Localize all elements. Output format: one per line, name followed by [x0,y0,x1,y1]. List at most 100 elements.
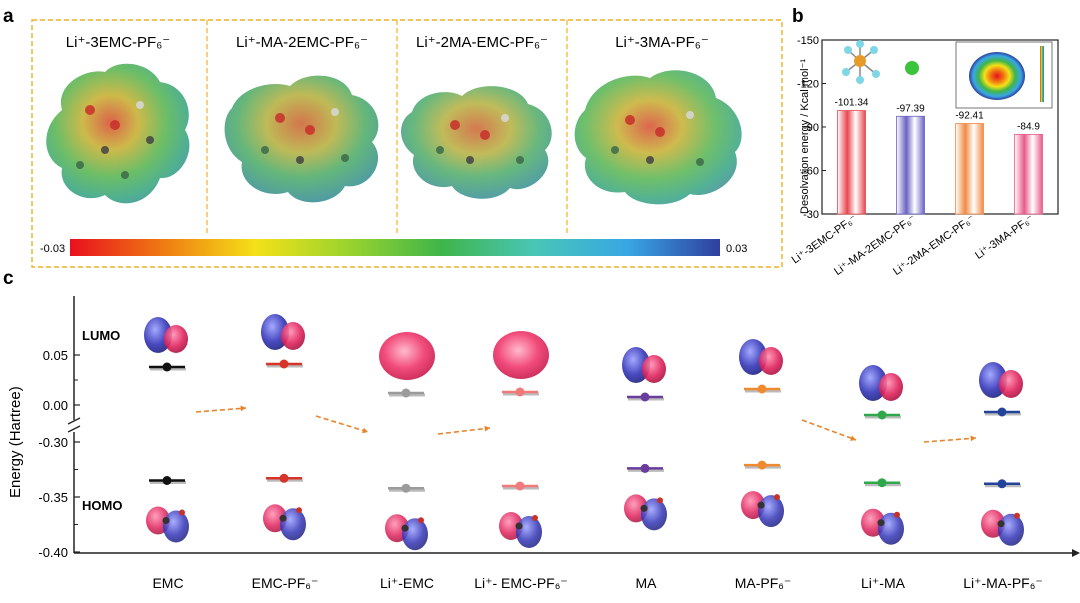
atom-decor [657,497,663,504]
b-bar-value-label: -101.34 [835,98,869,109]
structure-title-1: Li⁺-3EMC-PF₆⁻ [66,34,170,51]
homo-orbital-lobe [998,513,1024,546]
b-bar [896,115,925,215]
transition-arrow-head [484,425,490,432]
b-bar-value-label: -92.41 [955,111,984,122]
b-ytick-label: -90 [803,122,819,134]
lumo-point [515,387,525,397]
homo-orbital-lobe [758,495,784,528]
b-bar [1014,133,1043,215]
b-category-label: Li⁺-3MA-PF₆⁻ [973,213,1036,262]
panel-a-label: a [3,6,14,27]
c-category-label: MA [636,575,658,591]
homo-point [640,463,650,473]
lumo-point [997,407,1007,417]
transition-arrow [801,419,857,441]
b-ytick-label: -120 [797,79,819,91]
c-category-label: Li⁺- EMC-PF₆⁻ [474,575,568,591]
c-arrows [195,405,977,443]
lumo-point [757,384,767,394]
c-ytick-label: -0.35 [38,490,68,505]
c-levels [149,359,1021,493]
transition-arrow [195,407,247,413]
b-ytick-label: -30 [803,209,819,221]
transition-arrow-head [850,435,856,441]
lumo-point [162,362,172,372]
b-xlabels: Li⁺-3EMC-PF₆⁻Li⁺-MA-2EMC-PF₆⁻Li⁺-2MA-EMC… [790,213,1037,278]
atom-decor [640,504,648,512]
esp-surface-1 [46,63,190,204]
c-ytick-label: -0.40 [38,545,68,560]
b-ytick-label: -150 [797,35,819,47]
lumo-orbital-lobe [999,370,1023,398]
pf6-molecule-icon [842,40,880,84]
c-ylabel: Energy (Hartree) [7,386,24,498]
atom-decor [515,522,523,530]
atoms-decor [76,101,704,179]
contour-inset [955,41,1053,109]
b-bar-value-label: -84.9 [1017,121,1040,132]
colorbar-min-label: -0.03 [40,243,65,255]
c-ytick-label: 0.05 [43,348,68,363]
c-orbitals [144,314,1024,551]
panel-c-label: c [3,268,14,289]
b-ylabel: Desolvation energy / Kcal mol⁻¹ [799,59,811,214]
transition-arrow [315,415,369,433]
homo-label: HOMO [82,498,122,513]
c-category-label: Li⁺-MA-PF₆⁻ [963,575,1043,591]
transition-arrow-head [362,427,368,434]
lumo-point [877,410,887,420]
homo-orbital-lobe [280,508,306,541]
homo-point [757,460,767,470]
b-bar [837,110,866,215]
transition-arrow [923,437,977,443]
atom-decor [532,515,538,521]
atom-decor [774,494,780,501]
atom-decor [401,524,409,532]
homo-orbital-lobe [516,516,542,548]
homo-orbital-lobe [402,518,428,551]
structure-title-2: Li⁺-MA-2EMC-PF₆⁻ [236,34,368,51]
atom-decor [757,501,765,509]
c-category-label: Li⁺-MA [861,575,906,591]
atom-decor [418,517,424,524]
c-category-label: EMC-PF₆⁻ [252,575,319,591]
lumo-orbital-lobe [379,332,435,380]
homo-orbital-lobe [163,510,189,543]
lumo-orbital-lobe [164,325,188,353]
c-axes [67,296,1080,557]
homo-point [877,478,887,488]
atom-decor [877,519,885,527]
lumo-point [640,392,650,402]
esp-surface-2 [224,75,379,203]
c-ytick-label: -0.30 [38,435,68,450]
atom-decor [296,507,302,514]
b-bar-value-label: -97.39 [896,103,925,114]
homo-point [515,481,525,491]
lumo-orbital-lobe [759,347,783,375]
c-yticks: 0.05 0.00 -0.30 -0.35 -0.40 [38,348,80,560]
esp-surface-4 [574,70,742,205]
homo-orbital-lobe [878,512,904,545]
panel-a: a Li⁺-3EMC-PF₆⁻ Li⁺-MA-2EMC-PF₆⁻ Li⁺-2MA… [3,6,783,268]
atom-decor [1014,512,1020,519]
panel-b: b Desolvation energy / Kcal mol⁻¹ -30 -60… [790,6,1059,278]
atom-decor [279,514,287,522]
lumo-orbital-lobe [281,322,305,350]
b-bars: -101.34 -97.39 -92.41 -84.9 [835,98,1043,215]
c-category-label: Li⁺-EMC [380,575,434,591]
lumo-point [279,359,289,369]
homo-point [997,479,1007,489]
atom-decor [894,511,900,518]
homo-point [162,476,172,485]
b-ytick-label: -60 [803,166,819,178]
esp-colorbar [70,239,720,256]
lumo-point [401,388,411,398]
b-bar [955,123,984,215]
lumo-orbital-lobe [879,373,903,401]
li-ion-icon [905,61,919,75]
structure-title-4: Li⁺-3MA-PF₆⁻ [615,34,709,51]
atom-decor [179,509,185,516]
homo-point [279,473,289,483]
